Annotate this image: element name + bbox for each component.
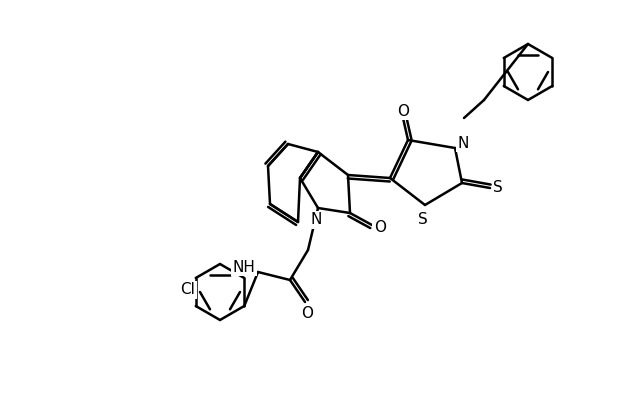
Text: S: S xyxy=(493,180,503,195)
Text: Cl: Cl xyxy=(180,283,195,298)
Text: O: O xyxy=(397,103,409,119)
Text: S: S xyxy=(418,211,428,226)
Text: N: N xyxy=(458,136,468,151)
Text: NH: NH xyxy=(232,259,255,274)
Text: N: N xyxy=(310,213,322,228)
Text: O: O xyxy=(374,220,386,235)
Text: O: O xyxy=(301,305,313,321)
